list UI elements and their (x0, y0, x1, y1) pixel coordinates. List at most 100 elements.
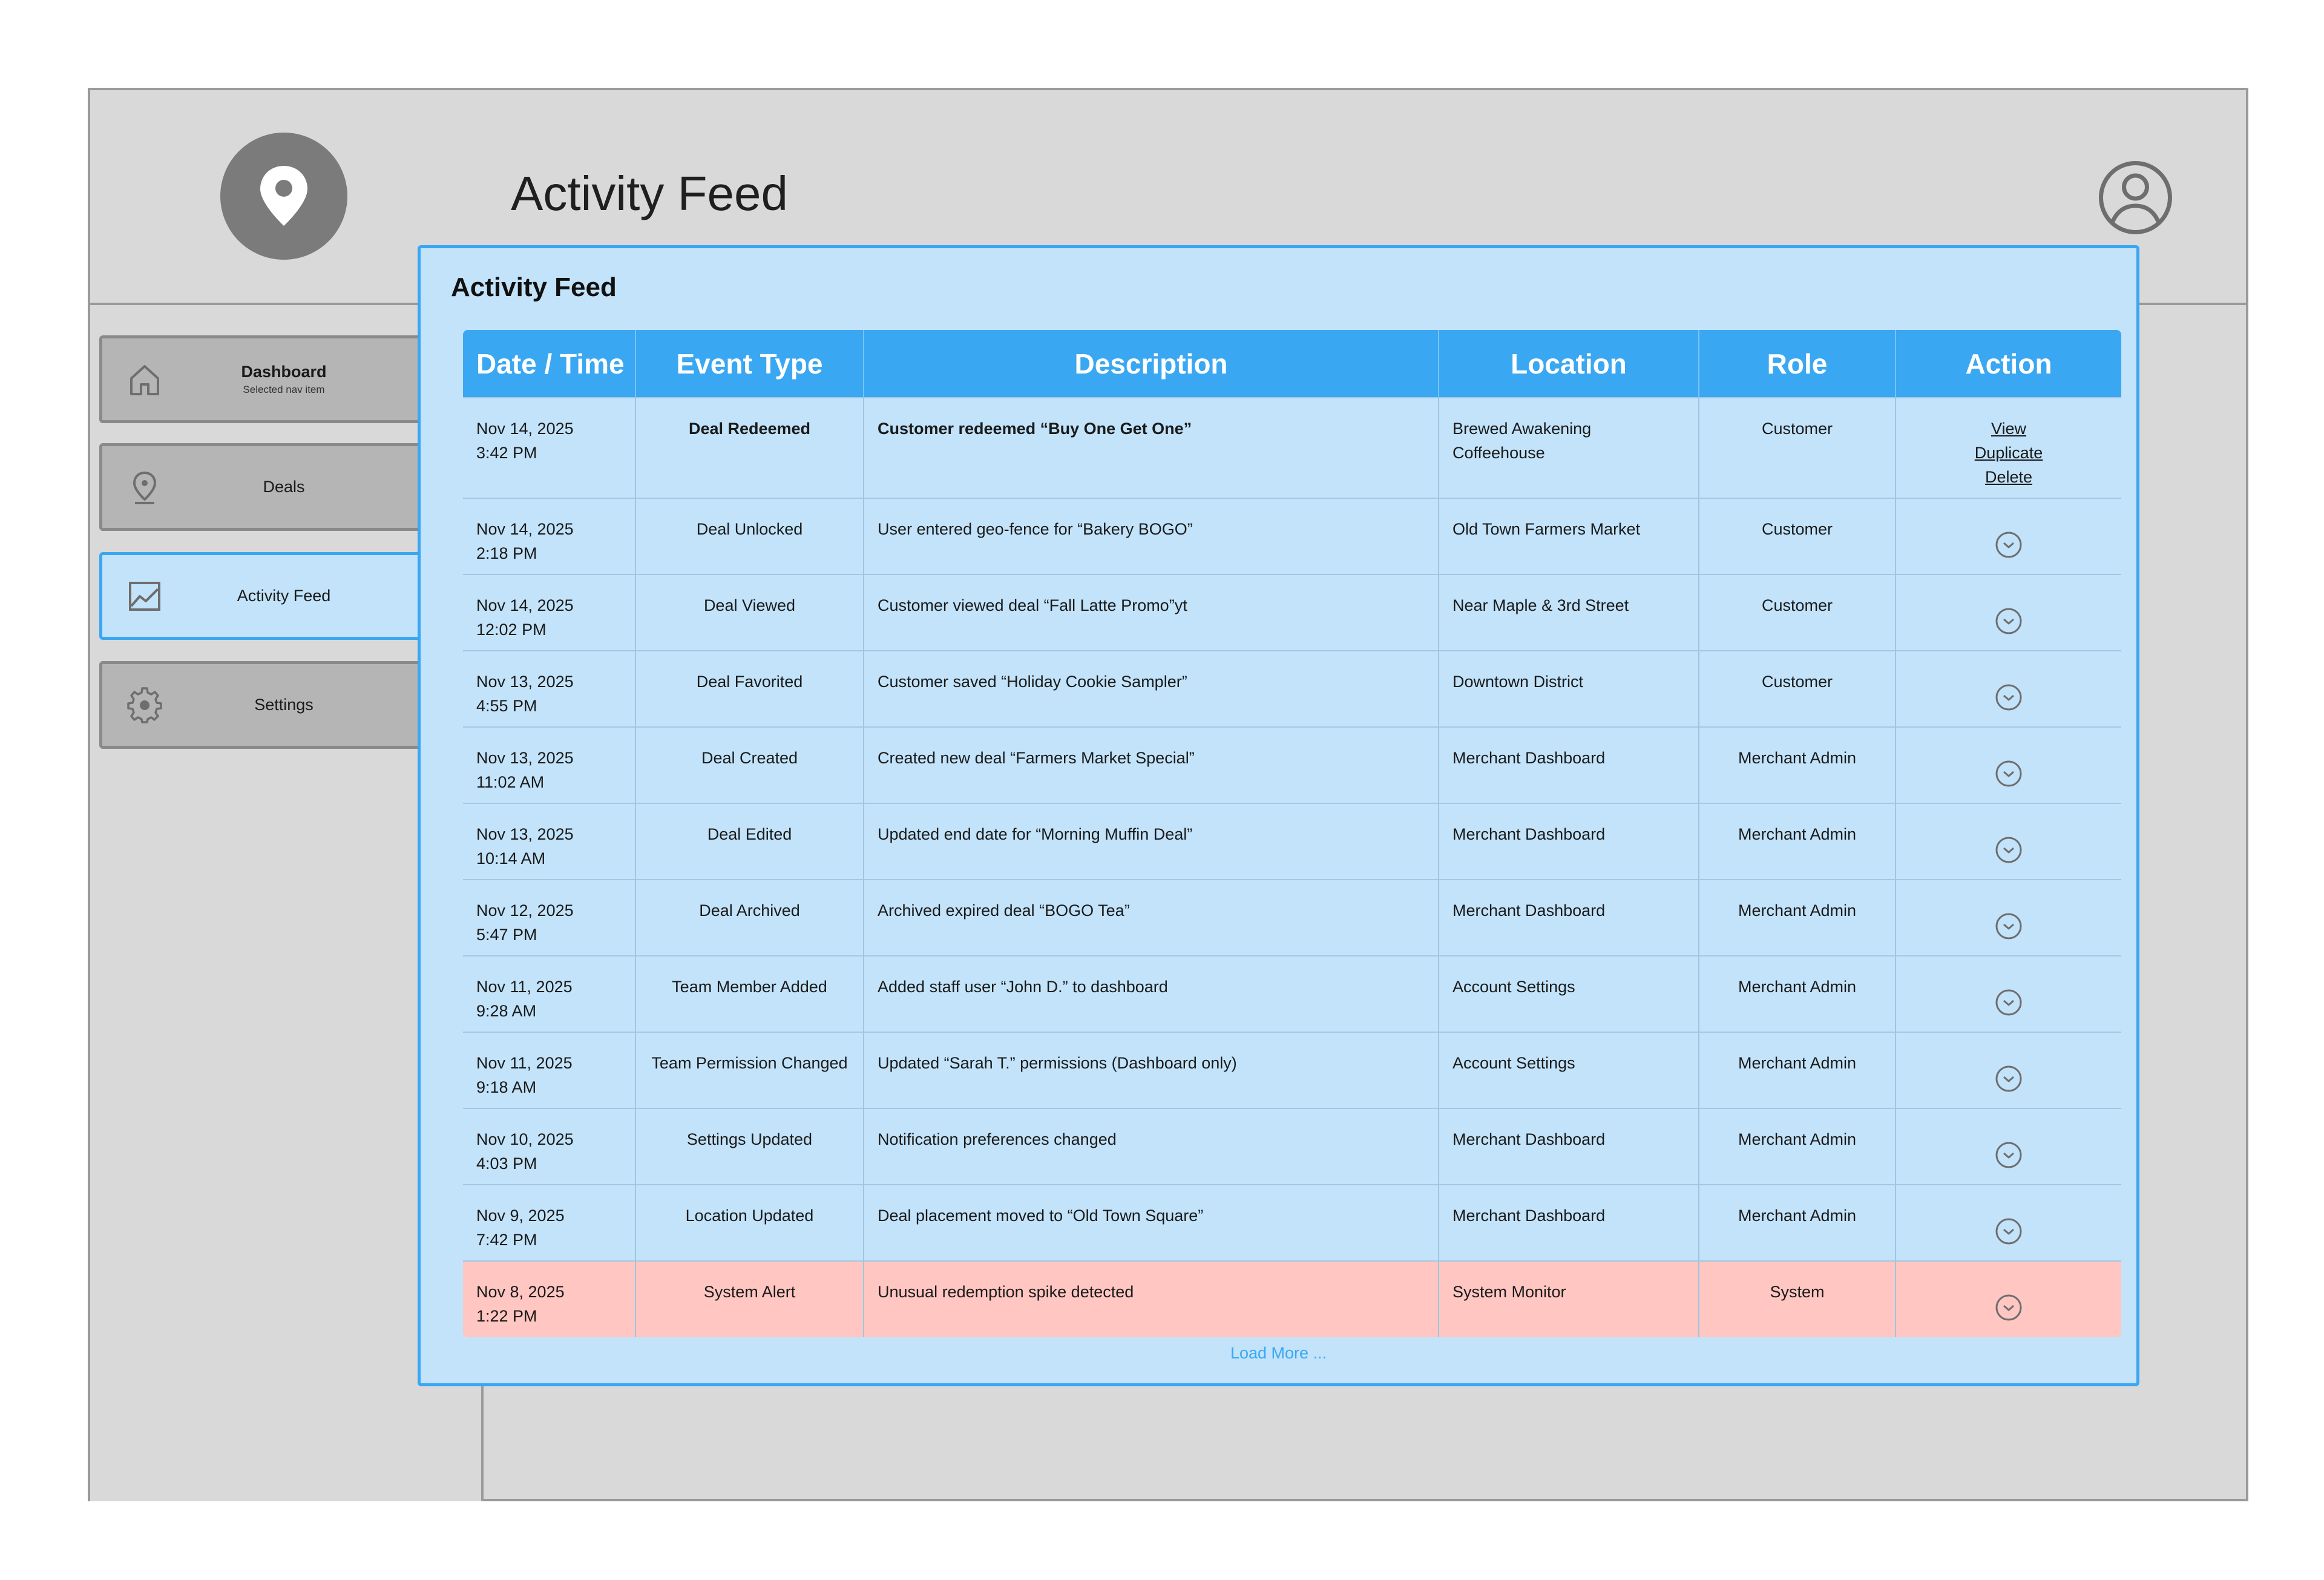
activity-table: Date / Time Event Type Description Locat… (463, 330, 2121, 1337)
cell-role: Customer (1699, 574, 1896, 651)
cell-date: Nov 14, 2025 (476, 420, 574, 438)
chevron-down-icon[interactable] (1994, 1293, 2023, 1322)
chevron-down-icon[interactable] (1994, 683, 2023, 712)
cell-date: Nov 13, 2025 (476, 825, 574, 843)
cell-location: Brewed Awakening Coffeehouse (1439, 397, 1699, 498)
sidebar-item-deals[interactable]: Deals (99, 443, 468, 531)
cell-location: Account Settings (1439, 1032, 1699, 1108)
chevron-down-icon[interactable] (1994, 912, 2023, 941)
home-icon (130, 364, 159, 395)
cell-date: Nov 13, 2025 (476, 673, 574, 691)
cell-location: Merchant Dashboard (1439, 1184, 1699, 1261)
column-header[interactable]: Event Type (635, 330, 864, 398)
table-row[interactable]: Nov 9, 2025 7:42 PM Location Updated Deal p… (463, 1184, 2121, 1261)
table-row[interactable]: Nov 8, 2025 1:22 PM System Alert Unusual re… (463, 1260, 2121, 1337)
cell-role: Merchant Admin (1699, 879, 1896, 956)
cell-datetime: Nov 9, 2025 7:42 PM (463, 1184, 636, 1261)
chevron-down-icon[interactable] (1994, 1217, 2023, 1246)
table-row[interactable]: Nov 10, 2025 4:03 PM Settings Updated Notif… (463, 1108, 2121, 1185)
cell-event-type: Deal Archived (635, 879, 864, 956)
cell-date: Nov 14, 2025 (476, 596, 574, 614)
view-link[interactable]: View (1991, 420, 2027, 438)
chevron-down-icon[interactable] (1994, 1064, 2023, 1093)
table-row[interactable]: Nov 11, 2025 9:28 AM Team Member Added Adde… (463, 955, 2121, 1032)
cell-date: Nov 11, 2025 (476, 1054, 573, 1072)
chevron-down-icon[interactable] (1994, 835, 2023, 864)
sidebar-item-activity-feed[interactable]: Activity Feed (99, 552, 468, 640)
column-header[interactable]: Date / Time (463, 330, 636, 398)
cell-action (1896, 574, 2121, 651)
sidebar-item-sublabel: Selected nav item (243, 384, 325, 395)
cell-datetime: Nov 11, 2025 9:18 AM (463, 1032, 636, 1108)
activity-feed-panel: Activity Feed Date / Time Event Type Des… (418, 245, 2139, 1386)
cell-datetime: Nov 8, 2025 1:22 PM (463, 1260, 636, 1337)
cell-description: Unusual redemption spike detected (864, 1260, 1439, 1337)
cell-time: 3:42 PM (476, 444, 537, 462)
sidebar-item-label: Settings (254, 696, 313, 714)
cell-action (1896, 803, 2121, 880)
cell-location: Account Settings (1439, 955, 1699, 1032)
cell-action (1896, 1184, 2121, 1261)
cell-action (1896, 498, 2121, 574)
table-row[interactable]: Nov 14, 2025 12:02 PM Deal Viewed Customer … (463, 574, 2121, 651)
cell-location-line: Account Settings (1452, 978, 1575, 996)
cell-role: Merchant Admin (1699, 1032, 1896, 1108)
cell-location-line: Near Maple & 3rd Street (1452, 596, 1629, 614)
cell-date: Nov 12, 2025 (476, 901, 574, 920)
table-row[interactable]: Nov 12, 2025 5:47 PM Deal Archived Archived… (463, 879, 2121, 956)
cell-action (1896, 1260, 2121, 1337)
cell-location-line: Coffeehouse (1452, 444, 1545, 462)
cell-description: Customer redeemed “Buy One Get One” (864, 397, 1439, 498)
table-row[interactable]: Nov 11, 2025 9:18 AM Team Permission Chang… (463, 1032, 2121, 1108)
gear-icon (127, 686, 162, 723)
sidebar-item-label: Activity Feed (237, 587, 331, 605)
delete-link[interactable]: Delete (1984, 468, 2033, 486)
cell-action (1896, 1032, 2121, 1108)
chevron-down-icon[interactable] (1994, 759, 2023, 788)
sidebar-item-settings[interactable]: Settings (99, 661, 468, 749)
load-more-link[interactable]: Load More ... (1230, 1344, 1327, 1362)
column-header[interactable]: Role (1699, 330, 1896, 398)
cell-location: Merchant Dashboard (1439, 726, 1699, 803)
chevron-down-icon[interactable] (1994, 1141, 2023, 1170)
cell-role: Customer (1699, 498, 1896, 574)
cell-role: Merchant Admin (1699, 955, 1896, 1032)
chevron-down-icon[interactable] (1994, 530, 2023, 559)
chart-icon (129, 581, 160, 611)
column-header[interactable]: Location (1439, 330, 1699, 398)
cell-event-type: Team Member Added (635, 955, 864, 1032)
cell-location: Merchant Dashboard (1439, 879, 1699, 956)
cell-role: Merchant Admin (1699, 803, 1896, 880)
cell-date: Nov 11, 2025 (476, 978, 573, 996)
cell-location: Old Town Farmers Market (1439, 498, 1699, 574)
cell-description: Updated “Sarah T.” permissions (Dashboar… (864, 1032, 1439, 1108)
cell-role: Customer (1699, 397, 1896, 498)
sidebar-item-label: Dashboard (241, 363, 327, 381)
cell-time: 11:02 AM (476, 773, 545, 791)
table-row[interactable]: Nov 13, 2025 10:14 AM Deal Edited Updated e… (463, 803, 2121, 880)
cell-description: Notification preferences changed (864, 1108, 1439, 1185)
table-row[interactable]: Nov 14, 2025 2:18 PM Deal Unlocked User ent… (463, 498, 2121, 574)
cell-role: System (1699, 1260, 1896, 1337)
cell-time: 9:18 AM (476, 1078, 537, 1096)
column-header[interactable]: Description (864, 330, 1439, 398)
cell-date: Nov 14, 2025 (476, 520, 574, 538)
duplicate-link[interactable]: Duplicate (1974, 444, 2043, 462)
user-avatar-icon[interactable] (2098, 160, 2173, 235)
cell-description: User entered geo-fence for “Bakery BOGO” (864, 498, 1439, 574)
sidebar-item-dashboard[interactable]: Dashboard Selected nav item (99, 335, 468, 423)
cell-event-type: Deal Unlocked (635, 498, 864, 574)
map-pin-icon (260, 166, 307, 226)
table-row[interactable]: Nov 14, 2025 3:42 PM Deal Redeemed Customer… (463, 397, 2121, 498)
cell-action (1896, 1108, 2121, 1185)
table-row[interactable]: Nov 13, 2025 4:55 PM Deal Favorited Custome… (463, 650, 2121, 727)
panel-title: Activity Feed (451, 272, 617, 302)
cell-location-line: System Monitor (1452, 1283, 1566, 1301)
cell-datetime: Nov 11, 2025 9:28 AM (463, 955, 636, 1032)
chevron-down-icon[interactable] (1994, 988, 2023, 1017)
cell-location: Merchant Dashboard (1439, 803, 1699, 880)
cell-time: 2:18 PM (476, 544, 537, 562)
table-row[interactable]: Nov 13, 2025 11:02 AM Deal Created Created … (463, 726, 2121, 803)
column-header[interactable]: Action (1896, 330, 2121, 398)
chevron-down-icon[interactable] (1994, 607, 2023, 636)
